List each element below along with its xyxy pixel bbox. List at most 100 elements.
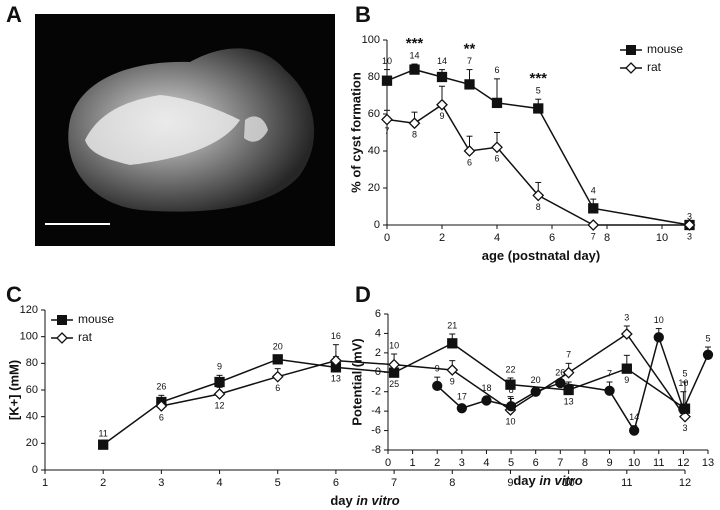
legend-marker [625,62,637,74]
x-tick-label: 1 [410,457,416,469]
panel-label: D [355,282,371,307]
x-tick-label: 9 [606,457,612,469]
n-label: 12 [215,400,225,410]
x-axis-label-part: day [330,493,353,508]
x-axis-label: day in vitro [330,493,399,508]
y-tick-label: 20 [368,182,380,194]
x-tick-label: 2 [434,457,440,469]
y-tick-label: -8 [371,444,381,456]
n-label: 8 [412,130,417,140]
y-tick-label: 100 [362,34,380,46]
marker [98,439,109,450]
y-axis-label: % of cyst formation [348,72,363,193]
y-tick-label: 4 [375,327,381,339]
y-tick-label: -6 [371,424,381,436]
marker [381,113,393,126]
x-tick-label: 13 [702,457,714,469]
panel-label: A [6,2,22,27]
n-label: 5 [682,368,687,378]
marker [213,388,226,400]
marker [491,97,503,109]
marker [436,98,448,111]
n-label: 26 [156,382,166,392]
n-label: 9 [435,364,440,374]
x-tick-label: 0 [384,232,390,244]
n-label: 9 [450,376,455,386]
x-tick-label: 1 [42,477,48,489]
x-tick-label: 0 [385,457,391,469]
x-tick-label: 6 [333,477,339,489]
series-line [386,103,690,226]
x-tick-label: 2 [439,232,445,244]
x-tick-label: 2 [100,477,106,489]
significance: *** [529,70,547,87]
marker [505,379,516,390]
n-label: 8 [509,385,514,395]
significance: *** [406,35,424,52]
y-tick-label: 0 [375,366,381,378]
x-tick-label: 6 [549,232,555,244]
marker [604,385,615,396]
n-label: 5 [705,333,710,343]
marker [272,354,283,365]
x-axis-label-part: in vitro [353,493,400,508]
n-label: 25 [389,379,399,389]
x-tick-label: 10 [656,232,668,244]
y-tick-label: 100 [20,331,38,343]
n-label: 26 [555,367,565,377]
series-line [161,332,686,418]
marker [683,219,696,231]
marker [271,370,284,383]
n-label: 9 [217,362,222,372]
x-tick-label: 7 [391,477,397,489]
marker [505,401,517,412]
x-tick-label: 10 [628,457,640,469]
legend-marker [626,45,636,55]
y-axis-label: [K+] (mM) [6,360,21,420]
n-label: 22 [505,364,515,374]
y-tick-label: 40 [368,145,380,157]
x-tick-label: 12 [679,477,691,489]
n-label: 7 [566,350,571,360]
y-tick-label: 120 [20,304,38,316]
n-label: 9 [624,375,629,385]
marker [587,219,600,231]
y-tick-label: 80 [26,357,38,369]
n-label: 7 [607,368,612,378]
n-label: 10 [382,56,392,66]
marker [155,400,168,412]
x-tick-label: 5 [508,457,514,469]
y-tick-label: 0 [374,219,380,231]
n-label: 20 [531,375,541,385]
series-line [436,334,709,433]
n-label: 14 [629,412,639,422]
n-label: 6 [275,383,280,393]
x-tick-label: 12 [677,457,689,469]
marker [481,395,492,406]
legend-label: rat [78,330,93,344]
marker [555,377,566,389]
marker [464,79,475,90]
x-axis-label: age (postnatal day) [482,248,600,263]
n-label: 10 [389,340,399,350]
n-label: 18 [481,383,491,393]
marker [456,403,467,414]
marker [629,425,640,436]
n-label: 9 [439,111,444,121]
y-tick-label: 20 [26,437,38,449]
n-label: 16 [331,331,341,341]
n-label: 14 [409,50,419,60]
n-label: 7 [467,56,472,66]
marker [409,64,420,75]
marker [533,103,544,114]
marker [562,366,575,379]
x-tick-label: 9 [507,477,513,489]
legend-marker [57,315,67,325]
marker [447,338,458,349]
legend-marker [56,332,68,344]
y-tick-label: 60 [26,384,38,396]
n-label: 13 [564,396,574,406]
x-tick-label: 8 [449,477,455,489]
marker [532,189,545,202]
marker [563,384,574,396]
